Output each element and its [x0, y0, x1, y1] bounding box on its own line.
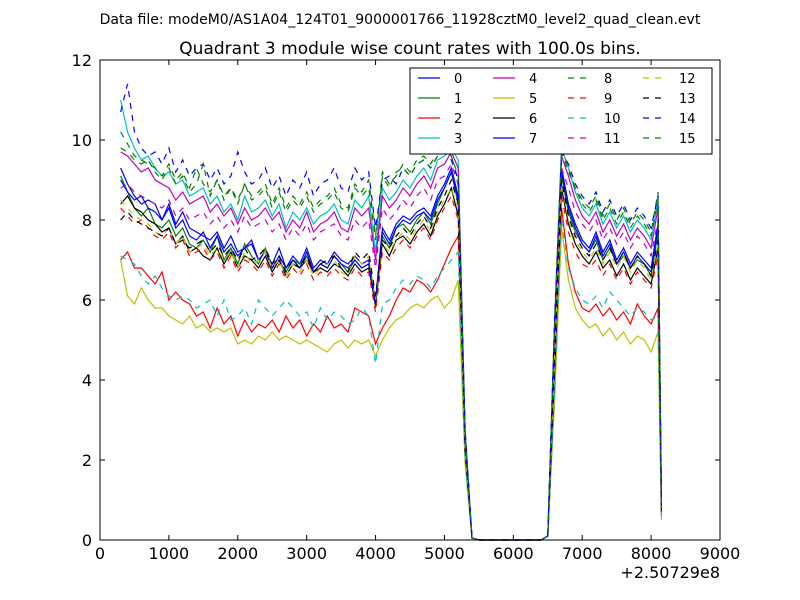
y-tick-label: 2 [82, 451, 92, 470]
series-line-11 [120, 162, 663, 541]
series-line-9 [120, 194, 663, 541]
legend-label-1: 1 [454, 92, 462, 107]
x-tick-label: 6000 [493, 544, 534, 563]
legend-label-6: 6 [529, 112, 537, 127]
legend-label-13: 13 [679, 92, 696, 107]
legend-box [409, 67, 713, 155]
series-line-4 [120, 150, 663, 541]
series-line-12 [120, 183, 663, 541]
series-line-2 [120, 207, 663, 541]
series-layer [120, 83, 663, 541]
y-tick-label: 4 [82, 371, 92, 390]
legend-label-8: 8 [604, 72, 612, 87]
series-line-5 [120, 227, 663, 541]
y-tick-label: 8 [82, 211, 92, 230]
suptitle: Data file: modeM0/AS1A04_124T01_90000017… [100, 12, 701, 28]
legend-label-9: 9 [604, 92, 612, 107]
y-tick-label: 6 [82, 291, 92, 310]
y-tick-label: 12 [72, 51, 92, 70]
x-tick-label: 5000 [424, 544, 465, 563]
x-tick-label: 3000 [286, 544, 327, 563]
chart-title: Quadrant 3 module wise count rates with … [179, 39, 640, 59]
y-tick-label: 0 [82, 531, 92, 550]
legend-label-3: 3 [454, 132, 462, 147]
legend-label-5: 5 [529, 92, 537, 107]
x-tick-label: 0 [95, 544, 105, 563]
series-line-15 [120, 147, 663, 541]
series-line-1 [120, 170, 663, 541]
legend-label-15: 15 [679, 132, 696, 147]
legend-label-14: 14 [679, 112, 696, 127]
legend-label-7: 7 [529, 132, 537, 147]
y-tick-label: 10 [72, 131, 92, 150]
legend-label-10: 10 [604, 112, 621, 127]
legend-label-12: 12 [679, 72, 696, 87]
legend-label-4: 4 [529, 72, 537, 87]
x-tick-label: 1000 [149, 544, 190, 563]
legend-label-0: 0 [454, 72, 462, 87]
legend-label-2: 2 [454, 112, 462, 127]
x-tick-label: 4000 [355, 544, 396, 563]
series-line-10 [120, 219, 663, 541]
legend-label-11: 11 [604, 132, 621, 147]
x-tick-label: 2000 [217, 544, 258, 563]
x-tick-label: 7000 [562, 544, 603, 563]
plot-area: 0 1000 2000 3000 4000 5000 6000 7000 8000 9000 0 2 4… [72, 51, 741, 563]
series-line-3 [120, 99, 663, 541]
x-tick-label: 9000 [700, 544, 741, 563]
series-line-0 [120, 166, 663, 541]
x-tick-label: 8000 [631, 544, 672, 563]
ticks-layer: 0 1000 2000 3000 4000 5000 6000 7000 8000 9000 0 2 4… [72, 51, 741, 563]
series-line-7 [120, 170, 663, 541]
x-offset-label: +2.50729e8 [620, 563, 720, 582]
